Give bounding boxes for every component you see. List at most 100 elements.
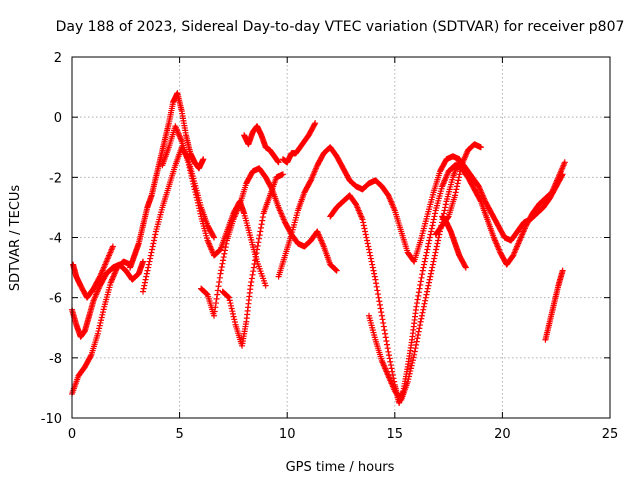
data-point — [387, 358, 394, 365]
data-point — [211, 308, 218, 315]
series-trace-10 — [275, 144, 566, 280]
data-point — [369, 264, 376, 271]
data-point — [365, 243, 372, 250]
y-tick-label: -8 — [49, 352, 62, 367]
data-point — [417, 318, 424, 325]
data-point — [333, 267, 340, 274]
data-point — [426, 276, 433, 283]
data-point — [413, 341, 420, 348]
data-point — [414, 335, 421, 342]
series-trace-16 — [542, 267, 566, 343]
data-point — [255, 239, 262, 246]
data-point — [217, 270, 224, 277]
data-point — [372, 276, 379, 283]
x-tick-label: 5 — [175, 427, 183, 442]
data-point — [360, 219, 367, 226]
data-point — [248, 279, 255, 286]
data-point — [373, 280, 380, 287]
data-point — [98, 317, 105, 324]
data-point — [442, 204, 449, 211]
data-point — [229, 308, 236, 315]
data-point — [407, 365, 414, 372]
data-point — [247, 282, 254, 289]
series-trace-2 — [69, 258, 134, 397]
data-point — [256, 232, 263, 239]
data-point — [384, 345, 391, 352]
series-trace-4 — [127, 90, 207, 271]
series-trace-7 — [198, 165, 340, 319]
data-point — [369, 261, 376, 268]
data-point — [417, 282, 424, 289]
data-point — [424, 243, 431, 250]
data-point — [423, 249, 430, 256]
data-point — [385, 352, 392, 359]
data-point — [423, 252, 430, 259]
data-point — [364, 237, 371, 244]
data-point — [419, 271, 426, 278]
data-point — [427, 273, 434, 280]
data-point — [430, 258, 437, 265]
data-point — [380, 323, 387, 330]
series-trace-14 — [432, 141, 484, 238]
data-point — [429, 222, 436, 229]
data-point — [366, 249, 373, 256]
data-point — [224, 293, 231, 300]
data-point — [212, 304, 219, 311]
data-point — [453, 186, 460, 193]
data-point — [410, 257, 417, 264]
data-point — [422, 297, 429, 304]
data-point — [422, 294, 429, 301]
data-point — [381, 327, 388, 334]
data-point — [376, 298, 383, 305]
data-point — [407, 368, 414, 375]
data-point — [100, 306, 107, 313]
data-point — [211, 234, 218, 241]
data-point — [382, 334, 389, 341]
data-point — [385, 348, 392, 355]
grid — [72, 57, 610, 418]
data-point — [417, 278, 424, 285]
data-point — [252, 257, 259, 264]
data-point — [371, 273, 378, 280]
data-point — [145, 264, 152, 271]
data-point — [424, 288, 431, 295]
data-point — [212, 300, 219, 307]
data-point — [251, 260, 258, 267]
x-axis-label: GPS time / hours — [286, 460, 395, 475]
data-point — [429, 264, 436, 271]
data-point — [430, 216, 437, 223]
data-point — [432, 210, 439, 217]
x-tick-labels: 0 5 10 15 20 25 — [68, 427, 618, 442]
y-tick-labels: -10 -8 -6 -4 -2 0 2 — [41, 51, 62, 427]
data-point — [362, 231, 369, 238]
data-point — [311, 121, 318, 128]
data-point — [389, 371, 396, 378]
data-point — [145, 261, 152, 268]
data-point — [431, 252, 438, 259]
data-point — [196, 205, 203, 212]
data-point — [259, 217, 266, 224]
data-point — [96, 325, 103, 332]
data-point — [147, 252, 154, 259]
data-point — [253, 250, 260, 257]
data-point — [189, 178, 196, 185]
data-point — [431, 213, 438, 220]
data-point — [413, 300, 420, 307]
data-point — [561, 159, 568, 166]
data-point — [185, 161, 192, 168]
data-point — [428, 225, 435, 232]
data-point — [203, 291, 210, 298]
data-point — [428, 267, 435, 274]
data-point — [252, 253, 259, 260]
data-point — [149, 246, 156, 253]
data-point — [87, 353, 94, 360]
data-point — [230, 313, 237, 320]
data-point — [416, 285, 423, 292]
data-point — [383, 337, 390, 344]
series-trace-13 — [365, 156, 463, 403]
data-point — [187, 167, 194, 174]
data-point — [279, 171, 286, 178]
data-point — [452, 192, 459, 199]
data-point — [559, 267, 566, 274]
data-point — [219, 260, 226, 267]
